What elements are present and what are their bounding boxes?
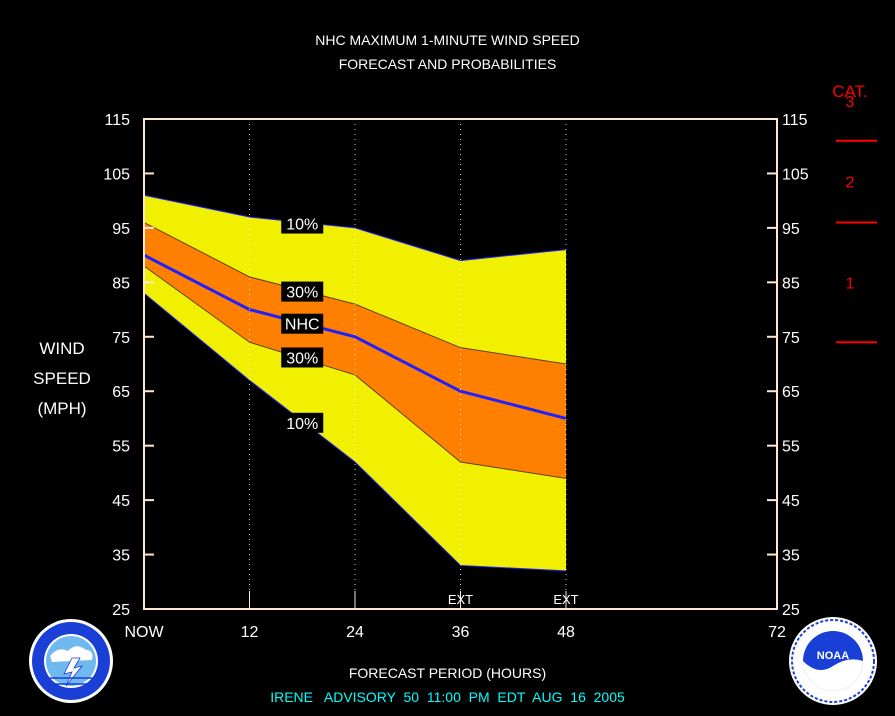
y-tick-label-left-55: 55 <box>112 439 130 456</box>
band-label-box-1 <box>281 281 324 302</box>
band-label-4: 10% <box>286 416 318 433</box>
category-label-1: 1 <box>846 275 855 292</box>
band-label-box-3 <box>281 347 324 368</box>
x-tick-label-72: 72 <box>768 624 786 641</box>
band-label-box-0 <box>281 213 324 234</box>
y-tick-label-left-25: 25 <box>112 602 130 619</box>
y-tick-label-right-75: 75 <box>782 330 800 347</box>
y-tick-label-left-45: 45 <box>112 493 130 510</box>
y-tick-label-left-85: 85 <box>112 275 130 292</box>
y-axis-label-units: (MPH) <box>37 399 87 418</box>
y-tick-label-left-115: 115 <box>104 112 130 129</box>
nhc-forecast-line <box>143 253 567 420</box>
y-tick-label-left-75: 75 <box>112 330 130 347</box>
ext-label-36: EXT <box>448 592 473 607</box>
band-label-box-2 <box>281 313 324 334</box>
x-tick-label-0: NOW <box>124 624 164 641</box>
x-tick-label-48: 48 <box>557 624 575 641</box>
x-tick-label-12: 12 <box>241 624 259 641</box>
band-label-3: 30% <box>286 350 318 367</box>
ext-label-48: EXT <box>553 592 578 607</box>
y-tick-label-right-85: 85 <box>782 275 800 292</box>
y-tick-label-left-95: 95 <box>112 221 130 238</box>
y-tick-label-right-105: 105 <box>782 166 809 183</box>
y-axis-label-wind: WIND <box>39 339 85 358</box>
y-tick-label-left-65: 65 <box>112 384 130 401</box>
upper-10-percent-line <box>143 194 567 262</box>
category-scale-title: CAT. <box>832 82 868 101</box>
x-tick-label-36: 36 <box>452 624 470 641</box>
x-tick-label-24: 24 <box>346 624 364 641</box>
y-tick-label-right-65: 65 <box>782 384 800 401</box>
category-label-3: 3 <box>846 94 855 111</box>
y-axis-label-speed: SPEED <box>33 369 91 388</box>
lower-10-percent-line <box>143 292 567 572</box>
y-tick-label-right-35: 35 <box>782 548 800 565</box>
noaa-logo-text: NOAA <box>817 650 849 662</box>
noaa-logo-icon: NOAA <box>789 617 877 705</box>
y-tick-label-right-45: 45 <box>782 493 800 510</box>
band-label-2: NHC <box>285 317 320 334</box>
y-tick-label-left-35: 35 <box>112 548 130 565</box>
y-tick-label-right-95: 95 <box>782 221 800 238</box>
advisory-footer: IRENE ADVISORY 50 11:00 PM EDT AUG 16 20… <box>270 689 625 705</box>
y-tick-label-right-115: 115 <box>782 112 808 129</box>
y-tick-label-left-105: 105 <box>103 166 130 183</box>
category-label-2: 2 <box>846 175 855 192</box>
nws-logo-icon <box>29 619 113 703</box>
chart-title-line-1: NHC MAXIMUM 1-MINUTE WIND SPEED <box>315 32 580 48</box>
band-label-1: 30% <box>286 285 318 302</box>
y-tick-label-right-25: 25 <box>782 602 800 619</box>
band-label-0: 10% <box>286 217 318 234</box>
band-label-box-4 <box>281 412 324 433</box>
x-axis-title: FORECAST PERIOD (HOURS) <box>348 665 547 681</box>
y-tick-label-right-55: 55 <box>782 439 800 456</box>
chart-title-line-2: FORECAST AND PROBABILITIES <box>338 56 557 72</box>
